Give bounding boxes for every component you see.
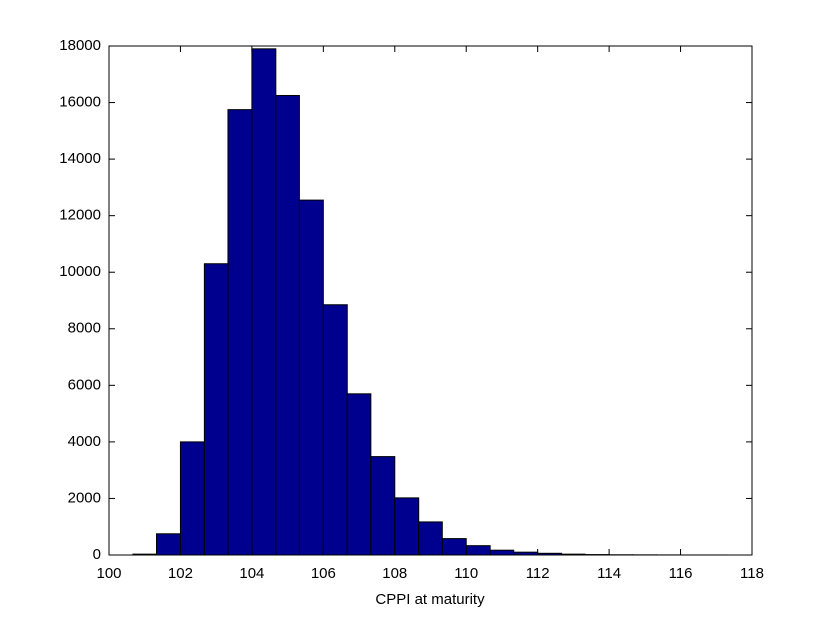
x-tick-label: 114 xyxy=(597,565,621,582)
y-tick-label: 12000 xyxy=(59,207,101,224)
x-tick-label: 112 xyxy=(526,565,550,582)
bar xyxy=(179,441,205,556)
x-tick-label: 102 xyxy=(168,565,193,582)
y-tick-label: 2000 xyxy=(68,489,101,506)
x-tick-label: 116 xyxy=(669,565,693,582)
y-tick-label: 10000 xyxy=(59,263,101,280)
x-tick-label: 106 xyxy=(311,565,336,582)
bar xyxy=(394,497,420,556)
y-tick-label: 8000 xyxy=(68,320,101,337)
bar xyxy=(418,521,443,556)
x-tick-label: 110 xyxy=(454,565,478,582)
bar xyxy=(298,199,324,556)
bar xyxy=(275,94,300,556)
y-tick-label: 18000 xyxy=(59,37,101,54)
y-tick-label: 6000 xyxy=(68,376,101,393)
bar xyxy=(346,393,372,556)
x-tick-label: 118 xyxy=(740,565,764,582)
y-tick-label: 4000 xyxy=(68,433,101,450)
bar xyxy=(465,545,491,556)
x-tick-label: 104 xyxy=(239,565,264,582)
bar xyxy=(489,549,515,556)
bar xyxy=(156,533,181,556)
bar xyxy=(322,304,348,556)
bar xyxy=(251,48,277,556)
axes-box xyxy=(108,45,753,556)
y-tick-label: 16000 xyxy=(59,94,101,111)
y-tick-label: 14000 xyxy=(59,150,101,167)
x-tick-label: 100 xyxy=(96,565,121,582)
bar xyxy=(370,456,396,556)
x-axis-label: CPPI at maturity xyxy=(375,591,485,608)
bar xyxy=(441,538,467,556)
bar xyxy=(227,109,253,556)
bar xyxy=(203,263,229,556)
y-tick-label: 0 xyxy=(93,546,101,563)
x-tick-label: 108 xyxy=(382,565,407,582)
